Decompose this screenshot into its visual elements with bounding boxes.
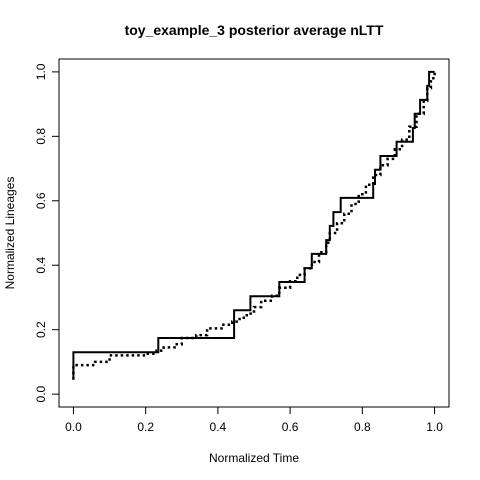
x-tick-label: 0.8	[354, 420, 371, 434]
chart-title: toy_example_3 posterior average nLTT	[125, 22, 384, 38]
x-axis-label: Normalized Time	[209, 451, 299, 465]
y-tick-label: 1.0	[34, 63, 48, 80]
y-tick-label: 0.2	[34, 321, 48, 338]
y-tick-label: 0.8	[34, 128, 48, 145]
y-tick-label: 0.6	[34, 192, 48, 209]
y-tick-label: 0.0	[34, 385, 48, 402]
x-tick-label: 0.6	[282, 420, 299, 434]
x-tick-label: 1.0	[426, 420, 443, 434]
y-axis-label: Normalized Lineages	[3, 177, 17, 290]
x-tick-label: 0.4	[210, 420, 227, 434]
x-tick-label: 0.0	[65, 420, 82, 434]
y-tick-label: 0.4	[34, 257, 48, 274]
x-tick-label: 0.2	[137, 420, 154, 434]
